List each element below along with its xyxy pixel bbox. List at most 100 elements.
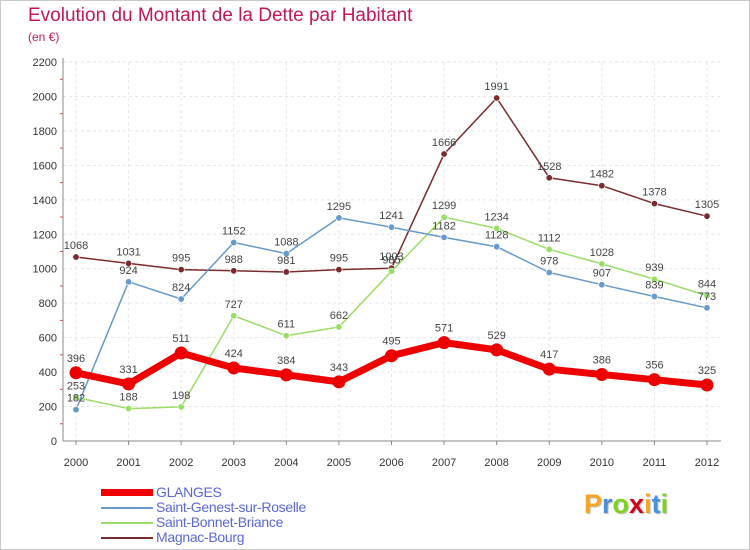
data-point-glanges [69, 366, 83, 380]
data-label: 511 [172, 333, 190, 345]
data-point-saint-genest-sur-roselle [335, 214, 343, 222]
data-label: 1128 [485, 230, 509, 242]
data-label: 1666 [432, 137, 456, 149]
x-tick-label: 2001 [116, 457, 140, 469]
logo-letter: t [651, 489, 661, 519]
data-point-saint-genest-sur-roselle [650, 292, 658, 300]
data-label: 1305 [695, 199, 719, 211]
x-tick-label: 2010 [590, 457, 614, 469]
data-point-magnac-bourg [650, 200, 658, 208]
data-label: 907 [593, 268, 611, 280]
logo-letter: r [602, 489, 613, 519]
data-point-saint-bonnet-briance [72, 393, 80, 401]
data-label: 356 [645, 360, 663, 372]
data-label: 571 [435, 323, 453, 335]
logo-letter: o [612, 489, 630, 519]
data-label: 1152 [222, 226, 246, 238]
data-label: 939 [645, 262, 663, 274]
data-label: 198 [172, 390, 190, 402]
data-label: 1299 [432, 200, 456, 212]
y-tick-label: 1800 [33, 126, 57, 138]
data-label: 1068 [64, 240, 88, 252]
logo-letter: x [629, 489, 645, 519]
data-point-magnac-bourg [335, 266, 343, 274]
y-tick-label: 200 [39, 402, 57, 414]
logo-letter: i [644, 489, 652, 519]
x-tick-label: 2002 [169, 457, 193, 469]
data-point-saint-genest-sur-roselle [598, 281, 606, 289]
data-point-magnac-bourg [72, 253, 80, 261]
logo-letter: i [660, 489, 669, 519]
data-point-saint-bonnet-briance [230, 312, 238, 320]
data-point-saint-bonnet-briance [493, 224, 501, 232]
legend-label: Magnac-Bourg [156, 529, 245, 545]
data-point-glanges [542, 362, 556, 376]
data-point-saint-genest-sur-roselle [230, 239, 238, 247]
data-label: 331 [119, 364, 137, 376]
data-label: 839 [645, 279, 663, 291]
data-label: 727 [225, 299, 243, 311]
data-point-glanges [122, 377, 136, 391]
x-tick-label: 2008 [484, 457, 508, 469]
y-tick-label: 2200 [33, 57, 57, 69]
data-point-magnac-bourg [703, 212, 711, 220]
data-label: 325 [698, 365, 716, 377]
data-label: 995 [172, 253, 190, 265]
data-point-saint-bonnet-briance [335, 323, 343, 331]
data-point-glanges [595, 368, 609, 382]
legend-label: GLANGES [156, 484, 222, 500]
data-point-glanges [385, 349, 398, 363]
data-label: 424 [225, 348, 243, 360]
y-tick-label: 1600 [33, 160, 57, 172]
x-tick-label: 2003 [222, 457, 246, 469]
data-label: 978 [540, 256, 558, 268]
data-label: 1182 [432, 220, 456, 232]
data-label: 1991 [484, 81, 508, 93]
data-label: 844 [698, 279, 716, 291]
data-label: 824 [172, 282, 190, 294]
logo-letter: P [584, 489, 603, 519]
data-label: 529 [487, 330, 505, 342]
legend-label: Saint-Bonnet-Briance [156, 514, 284, 530]
series-layer [69, 94, 714, 414]
data-label: 1295 [327, 201, 351, 213]
data-label: 985 [382, 254, 400, 266]
data-label: 495 [382, 336, 400, 348]
proxiti-logo: Proxiti [584, 489, 668, 520]
x-tick-label: 2004 [274, 457, 298, 469]
data-point-glanges [437, 336, 451, 350]
y-tick-label: 1000 [33, 264, 57, 276]
data-point-saint-genest-sur-roselle [440, 233, 448, 241]
x-tick-label: 2000 [64, 457, 88, 469]
data-point-saint-genest-sur-roselle [125, 278, 133, 286]
data-point-saint-bonnet-briance [387, 267, 395, 275]
data-point-saint-bonnet-briance [440, 213, 448, 221]
data-label: 1241 [379, 210, 403, 222]
data-label: 188 [119, 392, 137, 404]
data-label: 182 [67, 393, 85, 405]
data-labels: 1068 1031 995 988 981 995 1003 1666 1991 1528 1482… [64, 81, 719, 405]
y-tick-label: 1200 [33, 229, 57, 241]
data-label: 1378 [642, 187, 666, 199]
data-point-magnac-bourg [230, 267, 238, 275]
data-label: 988 [225, 254, 243, 266]
data-point-glanges [332, 375, 346, 389]
data-point-saint-bonnet-briance [598, 260, 606, 268]
data-label: 981 [277, 255, 295, 267]
data-point-saint-genest-sur-roselle [177, 295, 185, 303]
data-label: 343 [330, 362, 348, 374]
data-point-glanges [174, 346, 188, 360]
data-label: 1528 [537, 161, 561, 173]
data-label: 773 [698, 291, 716, 303]
data-point-magnac-bourg [598, 182, 606, 190]
data-point-saint-genest-sur-roselle [493, 243, 501, 251]
y-tick-label: 1400 [33, 195, 57, 207]
x-tick-label: 2007 [432, 457, 456, 469]
data-point-saint-genest-sur-roselle [282, 250, 290, 258]
data-point-glanges [647, 373, 661, 387]
y-tick-label: 400 [39, 367, 57, 379]
y-tick-label: 800 [39, 298, 57, 310]
data-label: 1234 [484, 211, 508, 223]
